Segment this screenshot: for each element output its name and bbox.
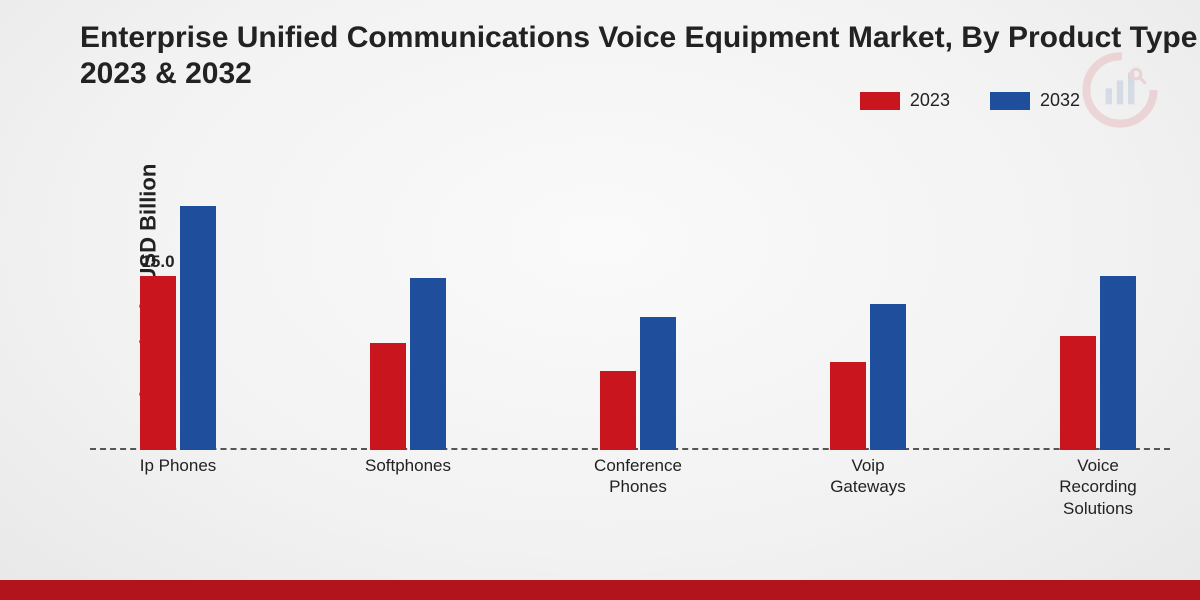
bar-2023 [370, 343, 406, 450]
legend-item-2032: 2032 [990, 90, 1080, 111]
chart-title: Enterprise Unified Communications Voice … [80, 20, 1200, 92]
bar-2023 [1060, 336, 1096, 450]
bar-group [808, 304, 928, 450]
bar-2032 [870, 304, 906, 450]
legend-swatch-2023 [860, 92, 900, 110]
bar-2032 [1100, 276, 1136, 450]
legend-item-2023: 2023 [860, 90, 950, 111]
legend: 2023 2032 [860, 90, 1080, 111]
bar-group [578, 317, 698, 450]
legend-swatch-2032 [990, 92, 1030, 110]
legend-label-2032: 2032 [1040, 90, 1080, 111]
x-axis-label: Voip Gateways [798, 455, 938, 498]
bar-group [1038, 276, 1158, 450]
x-axis-label: Softphones [338, 455, 478, 476]
x-axis-label: Ip Phones [108, 455, 248, 476]
x-axis-label: Voice Recording Solutions [1028, 455, 1168, 519]
bar-2032 [640, 317, 676, 450]
bar-group: 15.0 [118, 206, 238, 450]
footer-bar [0, 580, 1200, 600]
bar-2023 [600, 371, 636, 450]
plot-area: 15.0 [90, 160, 1170, 450]
x-axis-labels: Ip Phones Softphones Conference Phones Voip… [90, 455, 1170, 535]
bar-2023: 15.0 [140, 276, 176, 450]
bar-value-label: 15.0 [141, 252, 174, 272]
legend-label-2023: 2023 [910, 90, 950, 111]
bar-2032 [180, 206, 216, 450]
bar-2023 [830, 362, 866, 450]
x-axis-label: Conference Phones [568, 455, 708, 498]
bar-group [348, 278, 468, 450]
bar-2032 [410, 278, 446, 450]
